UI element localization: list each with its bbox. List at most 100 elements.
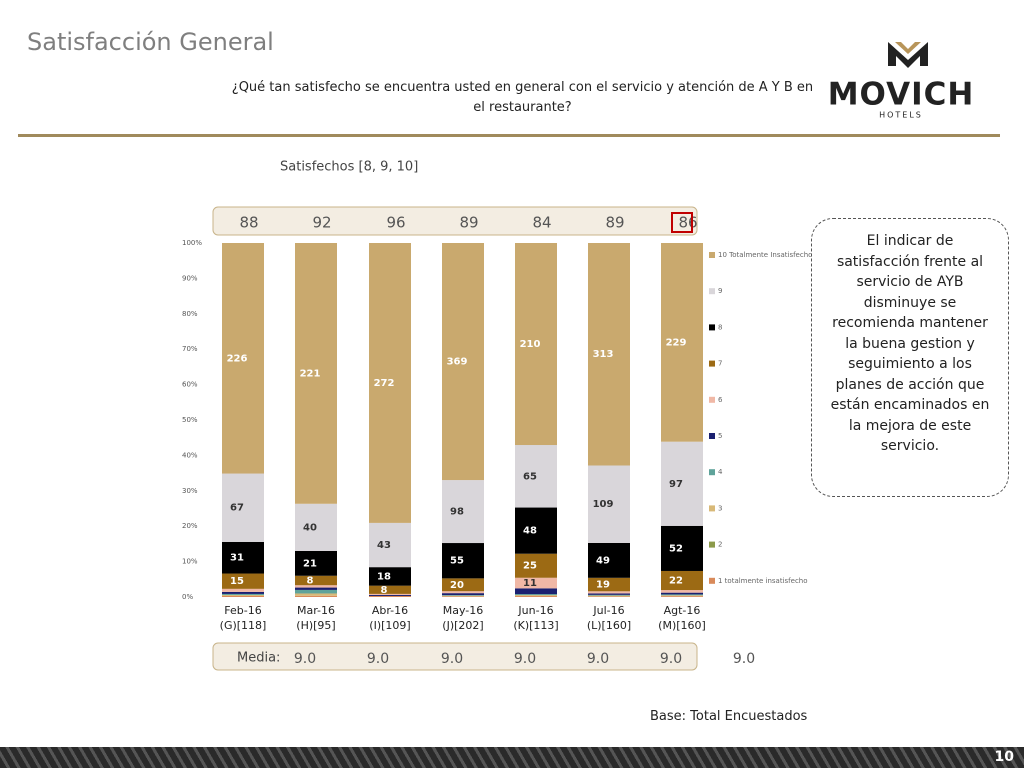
legend-label: 10 Totalmente Insatisfecho: [718, 251, 812, 259]
bar-segment: [588, 243, 630, 466]
bar-segment: [442, 591, 484, 594]
question: ¿Qué tan satisfecho se encuentra usted e…: [231, 80, 814, 115]
chart-subtitle: Satisfechos [8, 9, 10]: [280, 160, 418, 175]
data-label: 226: [227, 353, 248, 364]
data-label: 15: [230, 576, 244, 587]
y-tick-label: 50%: [182, 416, 198, 424]
satisfied-band: [212, 206, 698, 236]
bar-segment: [442, 595, 484, 596]
mean-value: 9.0: [733, 651, 755, 667]
highlight-box: [671, 212, 693, 233]
mean-value: 9.0: [514, 651, 536, 667]
bar-segment: [295, 243, 337, 504]
data-label: 11: [523, 578, 537, 589]
base-note: Base: Total Encuestados: [650, 709, 808, 724]
bar-segment: [295, 593, 337, 596]
bar-segment: [515, 577, 557, 589]
satisfied-value: 89: [459, 214, 478, 232]
bar-segment: [515, 588, 557, 595]
data-label: 31: [230, 553, 244, 564]
y-tick-label: 70%: [182, 345, 198, 353]
legend-swatch: [709, 396, 715, 403]
data-label: 97: [669, 479, 683, 490]
satisfied-value: 96: [386, 214, 405, 232]
legend-label: 4: [718, 468, 723, 476]
bar-segment: [222, 595, 264, 597]
legend-swatch: [709, 505, 715, 512]
brand-sub: HOTELS: [879, 111, 923, 120]
data-label: 20: [450, 580, 464, 591]
x-tick-label: Jul-16: [592, 604, 624, 617]
x-tick-sublabel: (G)[118]: [220, 619, 267, 632]
legend-label: 5: [718, 432, 722, 440]
x-tick-sublabel: (M)[160]: [658, 619, 706, 632]
bar-segment: [588, 465, 630, 543]
data-label: 67: [230, 503, 244, 514]
legend-swatch: [709, 433, 715, 439]
bar-segment: [222, 473, 264, 542]
legend-swatch: [709, 469, 715, 476]
data-label: 48: [523, 526, 537, 537]
mean-band: [212, 642, 698, 671]
legend-swatch: [709, 577, 715, 584]
legend-label: 8: [718, 323, 722, 331]
bar-segment: [515, 595, 557, 597]
bar-segment: [515, 596, 557, 597]
bar-segment: [369, 593, 411, 595]
data-label: 49: [596, 555, 610, 566]
mean-label: Media:: [237, 651, 280, 666]
y-tick-label: 100%: [182, 239, 202, 247]
data-label: 55: [450, 556, 464, 567]
data-label: 272: [374, 378, 395, 389]
y-tick-label: 80%: [182, 310, 198, 318]
page-number: 10: [994, 749, 1014, 765]
x-tick-label: May-16: [443, 604, 484, 617]
data-label: 52: [669, 543, 683, 554]
divider: [18, 134, 1000, 137]
y-tick-label: 0%: [182, 593, 193, 601]
x-tick-label: Jun-16: [517, 604, 553, 617]
y-tick-label: 30%: [182, 487, 198, 495]
data-label: 65: [523, 471, 537, 482]
x-tick-sublabel: (J)[202]: [442, 619, 483, 632]
footer-band: [0, 747, 1024, 768]
x-tick-sublabel: (L)[160]: [587, 619, 631, 632]
data-label: 8: [381, 585, 388, 596]
bar-segment: [515, 594, 557, 596]
bar-segment: [295, 587, 337, 590]
bar-segment: [222, 591, 264, 594]
bar-segment: [588, 542, 630, 578]
slide-title: Satisfacción General: [27, 28, 274, 56]
bar-segment: [515, 445, 557, 508]
bar-segment: [369, 243, 411, 523]
mean-value: 9.0: [587, 651, 609, 667]
bar-segment: [588, 596, 630, 597]
x-tick-sublabel: (I)[109]: [369, 619, 410, 632]
data-label: 18: [377, 571, 391, 582]
legend-swatch: [709, 360, 715, 367]
bar-segment: [515, 243, 557, 446]
data-label: 19: [596, 580, 610, 591]
bar-segment: [295, 585, 337, 588]
mean-value: 9.0: [660, 651, 682, 667]
data-label: 109: [593, 499, 614, 510]
bar-segment: [588, 594, 630, 596]
y-tick-label: 40%: [182, 451, 198, 459]
legend-label: 2: [718, 541, 722, 549]
bar-segment: [588, 595, 630, 597]
legend-swatch: [709, 541, 715, 548]
mean-value: 9.0: [367, 651, 389, 667]
data-label: 25: [523, 561, 537, 572]
bar-segment: [295, 589, 337, 594]
x-tick-label: Feb-16: [224, 604, 261, 617]
data-label: 22: [669, 576, 683, 587]
data-label: 369: [447, 357, 468, 368]
satisfied-value: 89: [605, 214, 624, 232]
x-tick-label: Agt-16: [664, 604, 701, 617]
mean-value: 9.0: [294, 651, 316, 667]
bar-segment: [661, 243, 703, 442]
data-label: 43: [377, 540, 391, 551]
bar-segment: [295, 575, 337, 586]
data-label: 40: [303, 522, 317, 533]
